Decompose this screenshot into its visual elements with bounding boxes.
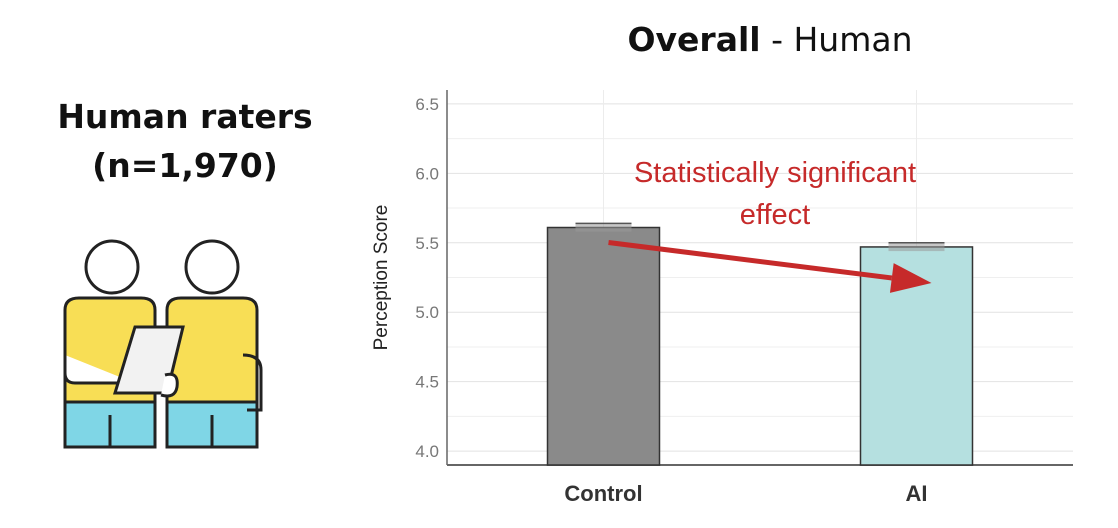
bar — [546, 226, 661, 466]
y-tick-label: 5.5 — [415, 234, 439, 253]
bar-chart: 4.0 4.5 5.0 5.5 6.0 6.5 Perception Score Contro… — [371, 90, 1073, 506]
error-bar — [888, 242, 945, 252]
y-tick-label: 4.5 — [415, 373, 439, 392]
chart-title: Overall - Human — [560, 20, 980, 59]
y-tick-label: 6.0 — [415, 164, 439, 183]
raters-panel: Human raters (n=1,970) — [0, 0, 360, 528]
x-tick-label: AI — [906, 481, 928, 506]
x-tick-label: Control — [564, 481, 642, 506]
two-people-reviewing-clipboard-icon — [63, 239, 263, 449]
y-axis-label: Perception Score — [371, 205, 392, 351]
y-tick-label: 6.5 — [415, 95, 439, 114]
annotation-line2: effect — [740, 199, 810, 231]
chart-title-rest: - Human — [760, 20, 913, 59]
raters-count: (n=1,970) — [92, 146, 278, 185]
annotation-arrow — [608, 240, 893, 281]
chart-title-bold: Overall — [627, 20, 761, 59]
raters-title: Human raters — [57, 97, 313, 136]
annotation-line1: Statistically significant — [634, 157, 916, 189]
y-tick-label: 4.0 — [415, 442, 439, 461]
raters-heading: Human raters (n=1,970) — [30, 92, 340, 190]
annotation-arrowhead — [889, 263, 932, 293]
error-bar — [575, 223, 632, 232]
y-tick-label: 5.0 — [415, 303, 439, 322]
